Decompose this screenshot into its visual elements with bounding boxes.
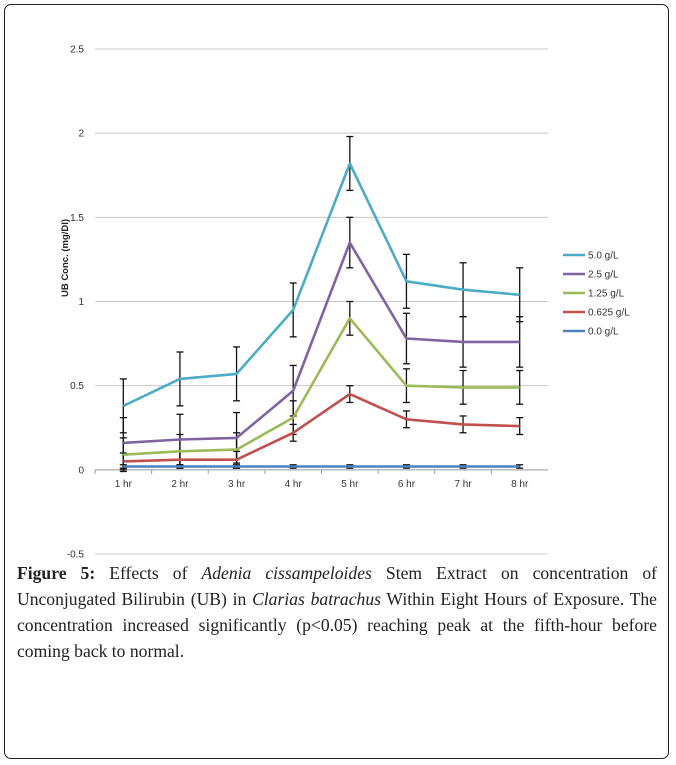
species-name-1: Adenia cissampeloides <box>201 563 372 583</box>
caption-text-3: Within Eight Hours of Exposure. The conc… <box>17 589 657 661</box>
y-tick-label: -0.5 <box>67 550 85 561</box>
caption-text-1: Effects of <box>95 563 202 583</box>
series-lines <box>122 162 520 468</box>
y-tick-label: 1.5 <box>70 213 84 224</box>
y-tick-label: 2.5 <box>70 45 84 56</box>
legend-label: 0.625 g/L <box>588 308 630 319</box>
figure-caption: Figure 5: Effects of Adenia cissampeloid… <box>17 560 657 664</box>
y-tick-label: 0 <box>78 465 84 476</box>
figure-frame <box>4 4 669 759</box>
error-bars <box>119 135 524 473</box>
figure-label: Figure 5: <box>17 563 96 583</box>
legend-label: 2.5 g/L <box>588 270 619 281</box>
x-tick-label: 4 hr <box>285 479 303 490</box>
legend: 5.0 g/L 2.5 g/L 1.25 g/L 0.625 g/L 0.0 g/L <box>563 251 630 338</box>
gridlines <box>95 48 548 555</box>
line-chart: -0.5 0 0.5 1 1.5 2 2.5 1 hr 2 hr 3 hr 4 hr 5 hr 6 h… <box>60 45 630 561</box>
y-tick-labels: -0.5 0 0.5 1 1.5 2 2.5 <box>67 45 85 561</box>
caption-text-2: Stem Extract on concentration of Unconju… <box>17 563 658 609</box>
x-tick-label: 1 hr <box>115 479 133 490</box>
x-tick-labels: 1 hr 2 hr 3 hr 4 hr 5 hr 6 hr 7 hr 8 hr <box>94 469 529 490</box>
x-tick-label: 2 hr <box>171 479 189 490</box>
species-name-2: Clarias batrachus <box>252 589 381 609</box>
legend-label: 0.0 g/L <box>588 327 619 338</box>
y-axis-label: UB Conc. (mg/Dl) <box>60 219 71 297</box>
legend-label: 1.25 g/L <box>588 289 625 300</box>
x-tick-label: 8 hr <box>511 479 529 490</box>
y-tick-label: 2 <box>78 129 84 140</box>
series-line <box>123 241 520 445</box>
x-tick-label: 3 hr <box>228 479 246 490</box>
series-line <box>123 316 520 456</box>
x-tick-label: 7 hr <box>454 479 472 490</box>
series-line <box>123 392 520 463</box>
y-tick-label: 0.5 <box>70 381 84 392</box>
x-tick-label: 5 hr <box>341 479 359 490</box>
legend-label: 5.0 g/L <box>588 251 619 262</box>
y-tick-label: 1 <box>78 297 84 308</box>
x-tick-label: 6 hr <box>398 479 416 490</box>
series-line <box>122 162 520 408</box>
